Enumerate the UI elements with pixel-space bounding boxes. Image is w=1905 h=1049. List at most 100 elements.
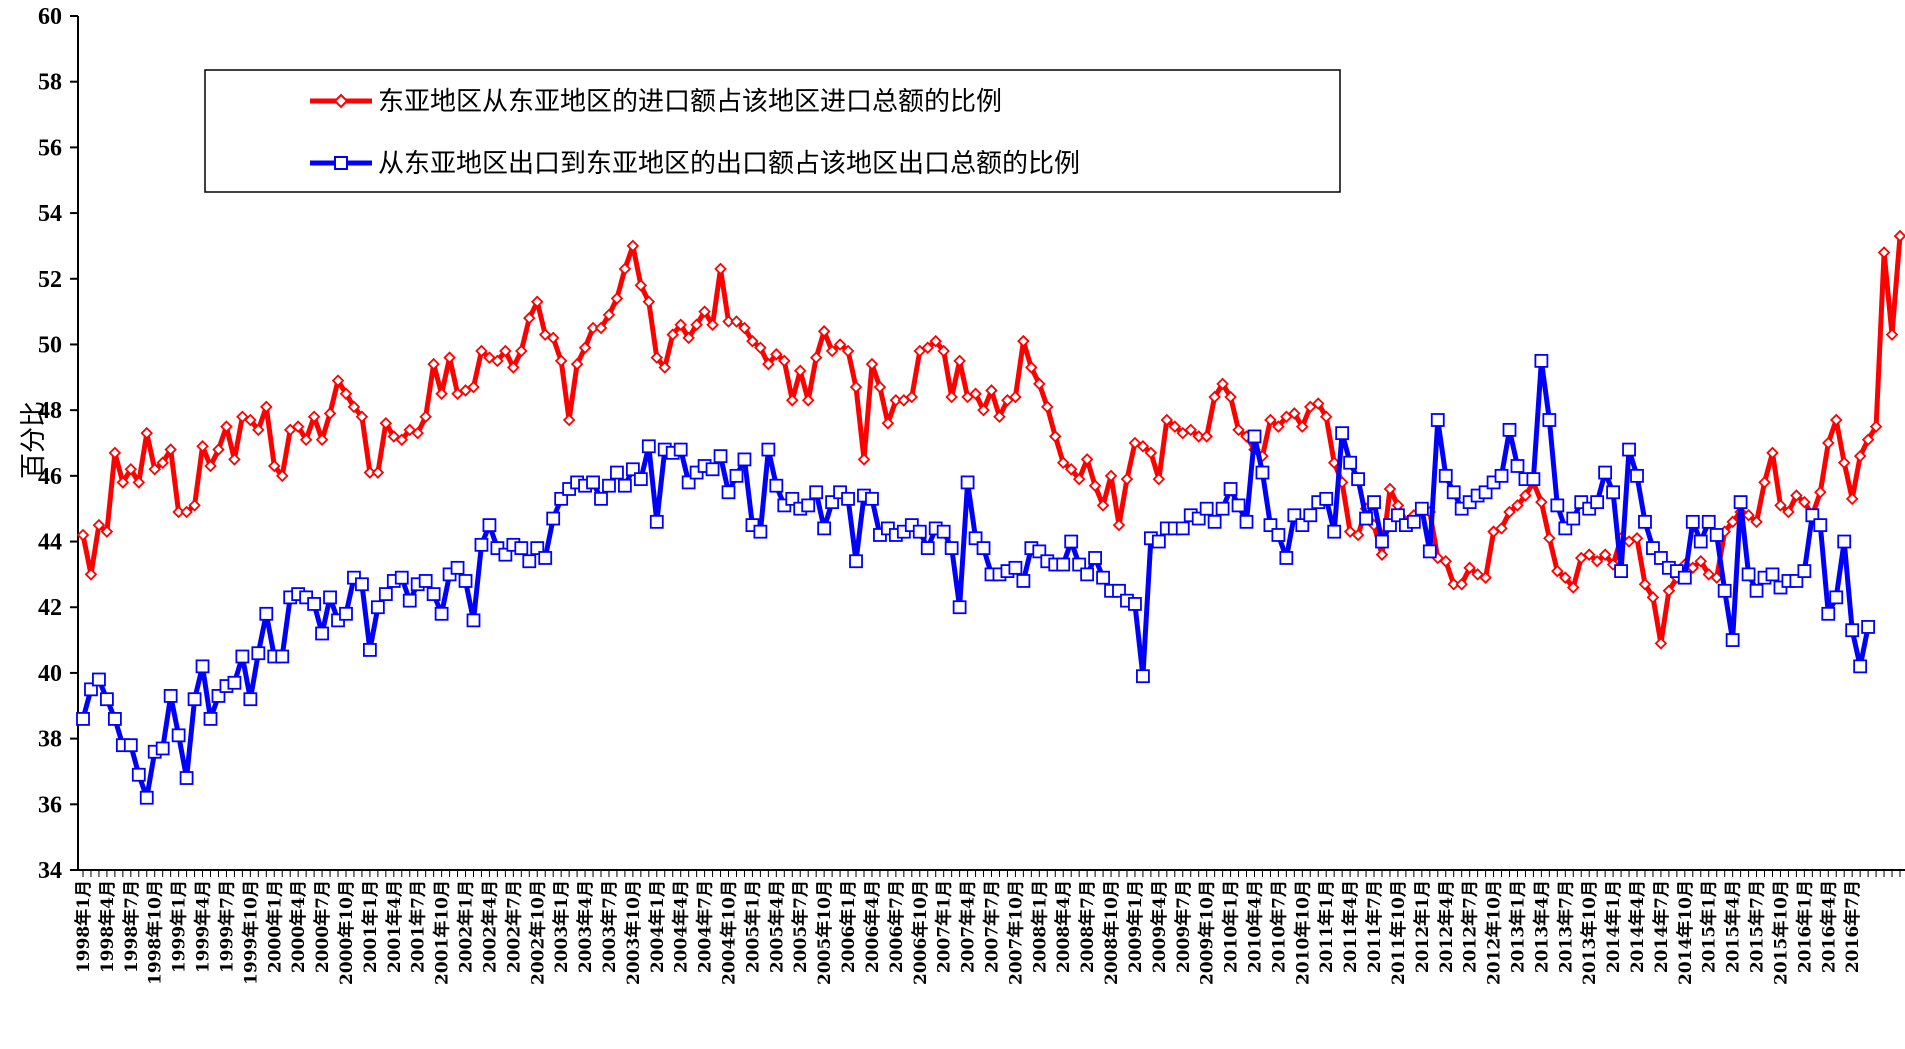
data-point: [1064, 463, 1078, 476]
data-point: [801, 394, 815, 407]
data-point: [466, 613, 481, 628]
data-point: [1495, 522, 1508, 535]
data-point: [730, 315, 743, 328]
data-point: [865, 357, 879, 371]
data-point: [650, 351, 664, 364]
x-tick-label: 2009年1月: [1125, 880, 1146, 973]
data-point: [1056, 456, 1070, 469]
data-point: [969, 387, 982, 401]
data-point: [1582, 548, 1596, 561]
data-point: [1662, 584, 1676, 598]
data-point: [323, 590, 337, 605]
data-point: [275, 649, 290, 664]
data-point: [1742, 508, 1755, 522]
data-point: [1168, 420, 1182, 433]
data-point: [259, 606, 274, 621]
data-point: [1128, 597, 1142, 611]
data-point: [554, 354, 568, 368]
data-point: [738, 321, 751, 335]
data-point: [1694, 554, 1708, 568]
data-point: [307, 410, 321, 423]
x-tick-label: 2016年4月: [1818, 880, 1839, 973]
data-point: [522, 554, 537, 569]
data-point: [1096, 570, 1110, 585]
y-tick-label: 60: [38, 4, 62, 30]
data-point: [937, 344, 950, 358]
x-tick-label: 2015年4月: [1723, 880, 1744, 973]
data-point: [116, 476, 130, 489]
data-point: [1837, 456, 1851, 469]
legend-label-export: 从东亚地区出口到东亚地区的出口额占该地区出口总额的比例: [378, 149, 1080, 179]
data-point: [1869, 420, 1883, 433]
data-point: [1614, 564, 1628, 578]
data-point: [610, 292, 624, 305]
data-point: [873, 380, 887, 394]
data-point: [633, 472, 648, 487]
data-point: [419, 410, 432, 423]
data-point: [331, 374, 345, 387]
data-point: [148, 463, 161, 476]
data-point: [1758, 476, 1771, 489]
x-tick-label: 2000年10月: [336, 880, 357, 985]
x-tick-label: 2012年10月: [1484, 880, 1505, 985]
data-point: [1654, 637, 1668, 650]
data-point: [1247, 429, 1262, 444]
data-point: [737, 452, 752, 467]
data-point: [1144, 446, 1158, 460]
data-point: [1750, 515, 1763, 529]
data-point: [1630, 531, 1644, 545]
data-point: [1630, 468, 1644, 483]
data-point: [1741, 567, 1756, 582]
x-tick-label: 2005年7月: [790, 880, 811, 973]
data-point: [698, 305, 711, 318]
data-point: [1112, 518, 1126, 532]
data-point: [1590, 554, 1604, 568]
y-ticks: 34 36 38 40 42 44 46 48 50 52 54 56 58 60: [38, 4, 78, 884]
data-point: [1224, 390, 1237, 404]
data-point: [1646, 591, 1660, 604]
data-point: [705, 462, 720, 477]
data-point: [1797, 564, 1812, 578]
data-point: [1375, 534, 1389, 549]
data-point: [1175, 521, 1190, 536]
data-point: [1790, 489, 1803, 502]
data-point: [164, 443, 177, 456]
data-point: [849, 554, 863, 569]
x-tick-label: 1999年10月: [240, 880, 261, 985]
data-point: [1199, 501, 1214, 516]
data-point: [1598, 465, 1613, 480]
data-point: [817, 325, 831, 338]
data-point: [251, 646, 266, 661]
x-tick-label: 2016年7月: [1842, 880, 1863, 973]
legend: 东亚地区从东亚地区的进口额占该地区进口总额的比例 从东亚地区出口到东亚地区的出口…: [204, 69, 1341, 193]
data-point: [299, 433, 313, 446]
data-point: [394, 570, 409, 585]
data-point: [1303, 508, 1318, 523]
data-point: [156, 456, 169, 469]
data-point: [649, 514, 664, 529]
data-point: [100, 525, 114, 538]
data-point: [243, 692, 258, 707]
x-tick-label: 2011年4月: [1340, 880, 1361, 973]
data-point: [355, 577, 369, 592]
y-tick-label: 58: [38, 70, 62, 96]
data-point: [379, 417, 393, 430]
y-tick-label: 52: [38, 267, 62, 293]
data-point: [1821, 606, 1836, 621]
x-tick-label: 2000年1月: [264, 880, 285, 973]
x-tick-label: 2004年10月: [719, 880, 740, 985]
data-point: [714, 262, 727, 276]
x-tick-label: 2009年4月: [1149, 880, 1170, 973]
data-point: [1446, 485, 1461, 500]
data-point: [944, 541, 959, 556]
x-tick-label: 2001年10月: [432, 880, 453, 985]
data-point: [515, 344, 528, 358]
x-tick-label: 2005年4月: [766, 880, 787, 973]
data-point: [920, 541, 935, 556]
x-tick-label: 2015年10月: [1770, 880, 1791, 985]
data-point: [1272, 420, 1285, 433]
data-point: [1638, 577, 1652, 591]
data-point: [1151, 534, 1166, 549]
data-point: [370, 600, 385, 615]
data-point: [1335, 426, 1350, 441]
